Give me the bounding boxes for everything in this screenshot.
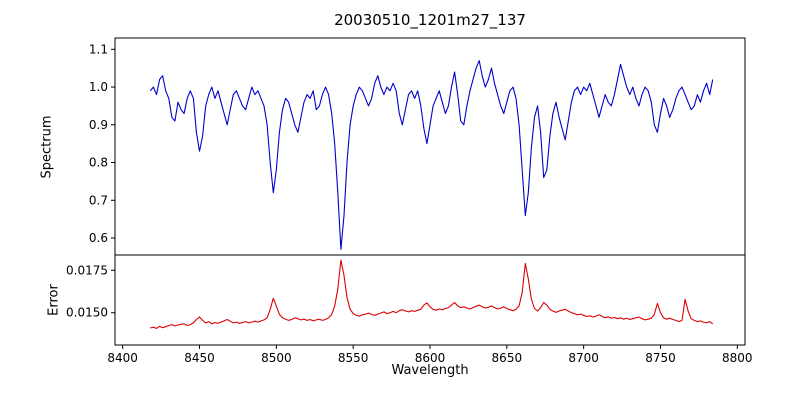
panel-error-frame (114, 254, 746, 346)
x-tick-label: 8650 (492, 351, 523, 365)
error-line (150, 259, 714, 329)
panel-spectrum-frame (114, 37, 746, 256)
y-tick-label: 0.7 (89, 193, 108, 207)
x-tick-label: 8400 (107, 351, 138, 365)
x-tick-label: 8600 (415, 351, 446, 365)
y-tick-label: 0.6 (89, 231, 108, 245)
y-tick-label: 0.0150 (66, 306, 108, 320)
y-tick-label: 1.0 (89, 80, 108, 94)
y-tick-label: 0.9 (89, 118, 108, 132)
chart-title: 20030510_1201m27_137 (334, 11, 526, 29)
x-tick-label: 8750 (645, 351, 676, 365)
x-tick-label: 8800 (722, 351, 753, 365)
x-tick-label: 8500 (261, 351, 292, 365)
x-tick-label: 8450 (184, 351, 215, 365)
spectrum-y-axis-label: Spectrum (39, 115, 55, 179)
spectrum-line (149, 60, 714, 250)
x-tick-label: 8700 (568, 351, 599, 365)
y-tick-label: 0.8 (89, 156, 108, 170)
x-axis-label: Wavelength (391, 363, 469, 378)
y-tick-label: 1.1 (89, 42, 108, 56)
x-tick-label: 8550 (338, 351, 369, 365)
y-tick-label: 0.0175 (66, 263, 108, 277)
error-y-axis-label: Error (46, 284, 62, 316)
